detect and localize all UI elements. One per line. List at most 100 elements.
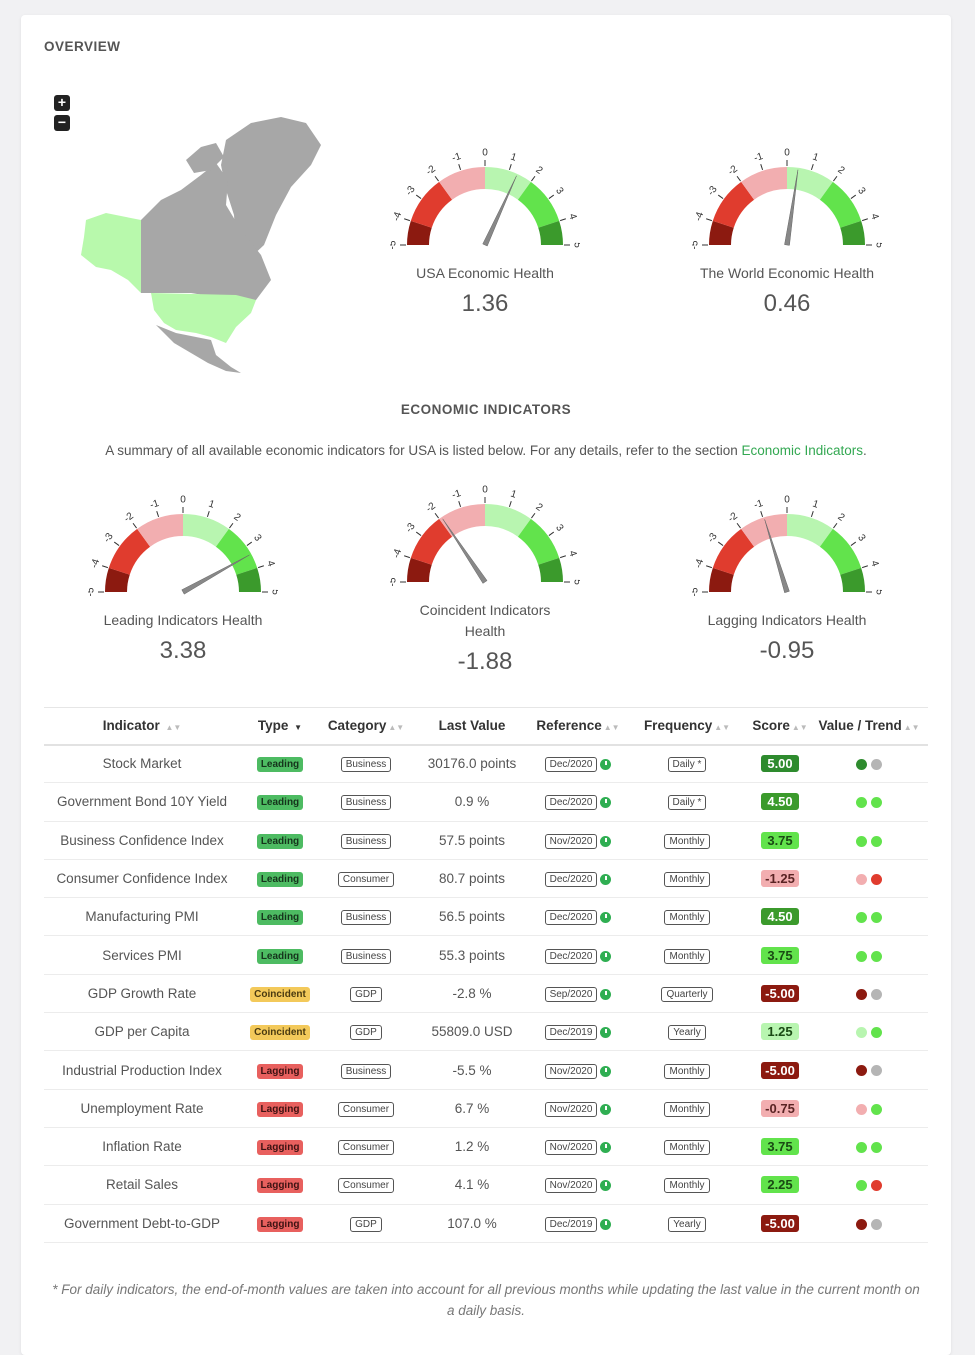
table-row[interactable]: Unemployment Rate Lagging Consumer 6.7 % Nov… (44, 1089, 928, 1128)
clock-icon[interactable] (600, 988, 612, 1000)
table-row[interactable]: GDP Growth Rate Coincident GDP -2.8 % Sep/20… (44, 974, 928, 1014)
map-region-usa[interactable] (151, 293, 256, 343)
indicator-name-text[interactable]: Government Bond 10Y Yield (56, 794, 228, 810)
table-row[interactable]: Stock Market Leading Business 30176.0 point… (44, 744, 928, 784)
clock-icon[interactable] (600, 874, 612, 886)
gauge-band (840, 220, 865, 245)
table-row[interactable]: Consumer Confidence Index Leading Consumer… (44, 859, 928, 899)
indicator-name[interactable]: GDP per Capita (44, 1012, 240, 1052)
map-region-greenland[interactable] (221, 117, 321, 260)
column-header-category[interactable]: Category ▲▼ (320, 707, 412, 746)
indicator-name[interactable]: Inflation Rate (44, 1127, 240, 1167)
gauge-tick-label: -2 (424, 163, 438, 177)
gauge-value: -0.95 (759, 637, 815, 664)
clock-icon[interactable] (600, 1065, 612, 1077)
map-region-canada[interactable] (141, 163, 271, 305)
column-header-frequency[interactable]: Frequency ▲▼ (624, 707, 750, 746)
table-row[interactable]: Retail Sales Lagging Consumer 4.1 % Nov/2020… (44, 1165, 928, 1205)
clock-icon[interactable] (600, 1218, 612, 1230)
economic-indicators-title: ECONOMIC INDICATORS (400, 402, 572, 417)
sort-icon[interactable]: ▲▼ (791, 723, 808, 733)
indicator-name[interactable]: Consumer Confidence Index (44, 859, 240, 899)
value-trend-cell (810, 1089, 928, 1128)
sort-icon[interactable]: ▲▼ (603, 723, 620, 733)
frequency-cell: Daily * (624, 744, 750, 784)
indicator-name-text[interactable]: Services PMI (102, 947, 182, 963)
sort-icon[interactable]: ▲▼ (714, 723, 731, 733)
category-cell: Business (320, 935, 412, 975)
gauge-band (407, 220, 432, 245)
gauge-leading-indicators: -5-4-3-2-1012345 Leading Indicators Heal… (68, 490, 298, 665)
sort-icon[interactable]: ▲▼ (165, 723, 182, 733)
indicator-name[interactable]: Retail Sales (44, 1165, 240, 1205)
indicator-name[interactable]: Manufacturing PMI (44, 897, 240, 937)
indicator-name-text[interactable]: Business Confidence Index (60, 832, 224, 848)
table-row[interactable]: Business Confidence Index Leading Business… (44, 821, 928, 860)
column-header-score[interactable]: Score ▲▼ (750, 707, 810, 746)
last-value-cell: 30176.0 points (412, 744, 532, 784)
indicator-name[interactable]: Stock Market (44, 744, 240, 784)
gauge-tick-label: 5 (571, 579, 580, 585)
gauge-tick-label: 1 (207, 499, 216, 511)
clock-icon[interactable] (600, 797, 612, 809)
indicator-name-text[interactable]: GDP per Capita (94, 1024, 190, 1040)
gauge-tick (861, 218, 868, 222)
gauge-tick-label: 4 (566, 549, 578, 558)
clock-icon[interactable] (600, 1180, 612, 1192)
sort-icon[interactable]: ▲▼ (903, 723, 920, 733)
indicator-name-text[interactable]: Retail Sales (105, 1177, 179, 1193)
category-cell: Consumer (320, 1165, 412, 1205)
indicator-name[interactable]: Government Debt-to-GDP (44, 1204, 240, 1243)
indicator-name[interactable]: Unemployment Rate (44, 1089, 240, 1128)
clock-icon[interactable] (600, 835, 612, 847)
indicator-name-text[interactable]: Unemployment Rate (80, 1100, 204, 1116)
score-cell: 3.75 (750, 1127, 810, 1167)
indicator-name-text[interactable]: Manufacturing PMI (85, 909, 199, 925)
economic-indicators-link[interactable]: Economic Indicators (741, 443, 864, 458)
value-trend-cell (810, 1050, 928, 1090)
table-row[interactable]: Industrial Production Index Lagging Busine… (44, 1050, 928, 1090)
table-row[interactable]: Services PMI Leading Business 55.3 points De… (44, 935, 928, 975)
indicator-name[interactable]: Services PMI (44, 935, 240, 975)
clock-icon[interactable] (600, 950, 612, 962)
map-region-mexico[interactable] (156, 325, 241, 373)
clock-icon[interactable] (600, 1142, 612, 1154)
last-value: -5.5 % (452, 1062, 492, 1078)
clock-icon[interactable] (600, 759, 612, 771)
table-row[interactable]: Government Debt-to-GDP Lagging GDP 107.0 % D… (44, 1204, 928, 1243)
clock-icon[interactable] (600, 1103, 612, 1115)
map-region-arctic-islands[interactable] (186, 143, 224, 173)
column-header-type[interactable]: Type ▼ (240, 707, 320, 746)
indicator-name[interactable]: GDP Growth Rate (44, 974, 240, 1014)
column-header-value-trend[interactable]: Value / Trend ▲▼ (810, 707, 928, 746)
zoom-in-button[interactable]: + (54, 95, 70, 111)
gauge-band (410, 181, 453, 228)
indicator-name-text[interactable]: Stock Market (102, 756, 182, 772)
clock-icon[interactable] (600, 1027, 612, 1039)
indicator-name[interactable]: Government Bond 10Y Yield (44, 782, 240, 822)
indicator-name-text[interactable]: Inflation Rate (102, 1139, 182, 1155)
column-header-last-value[interactable]: Last Value (412, 707, 532, 746)
indicator-name-text[interactable]: Consumer Confidence Index (56, 871, 228, 887)
indicator-name[interactable]: Industrial Production Index (44, 1050, 240, 1090)
column-header-reference[interactable]: Reference ▲▼ (532, 707, 624, 746)
table-row[interactable]: Government Bond 10Y Yield Leading Business… (44, 782, 928, 822)
indicator-name-text[interactable]: Industrial Production Index (62, 1062, 222, 1078)
score-badge: 3.75 (761, 946, 799, 964)
clock-icon[interactable] (600, 912, 612, 924)
value-dot-icon (856, 1218, 867, 1230)
indicator-name-text[interactable]: Government Debt-to-GDP (63, 1215, 221, 1231)
sort-desc-icon[interactable]: ▼ (294, 723, 303, 733)
frequency-badge: Yearly (668, 1216, 706, 1232)
north-america-map[interactable] (76, 105, 336, 375)
zoom-out-button[interactable]: − (54, 115, 70, 131)
indicator-name-text[interactable]: GDP Growth Rate (87, 985, 197, 1001)
sort-icon[interactable]: ▲▼ (388, 723, 405, 733)
table-row[interactable]: Inflation Rate Lagging Consumer 1.2 % Nov/20… (44, 1127, 928, 1167)
table-row[interactable]: GDP per Capita Coincident GDP 55809.0 USD De… (44, 1012, 928, 1052)
table-row[interactable]: Manufacturing PMI Leading Business 56.5 poi… (44, 897, 928, 937)
category-cell: Business (320, 821, 412, 860)
indicator-name[interactable]: Business Confidence Index (44, 821, 240, 860)
map-region-alaska[interactable] (81, 213, 141, 293)
column-header-indicator[interactable]: Indicator ▲▼ (44, 707, 240, 746)
